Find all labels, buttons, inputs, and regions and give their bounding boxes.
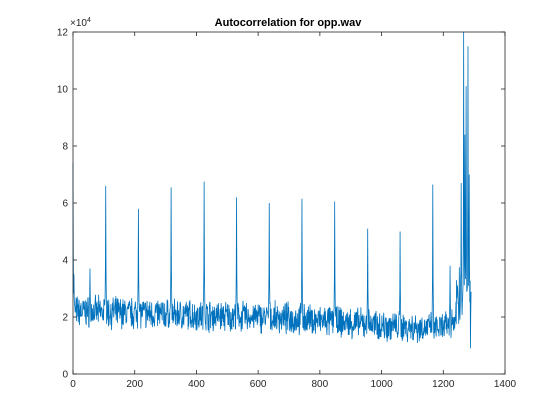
- y-tick-label: 12: [57, 28, 69, 39]
- x-tick-label: 600: [250, 379, 267, 390]
- y-tick-label: 0: [62, 370, 68, 381]
- chart-title: Autocorrelation for opp.wav: [215, 17, 363, 29]
- y-axis-exponent-power: 4: [87, 17, 91, 24]
- x-tick-label: 1000: [370, 379, 393, 390]
- x-tick-label: 1200: [432, 379, 455, 390]
- y-tick-label: 6: [62, 199, 68, 210]
- x-tick-label: 400: [188, 379, 205, 390]
- y-tick-label: 2: [62, 313, 68, 324]
- x-tick-label: 0: [70, 379, 76, 390]
- y-tick-label: 10: [57, 85, 69, 96]
- y-tick-label: 8: [62, 142, 68, 153]
- y-axis-exponent-base: ×10: [70, 18, 87, 29]
- x-tick-label: 1400: [494, 379, 517, 390]
- y-tick-label: 4: [62, 256, 68, 267]
- x-tick-label: 200: [126, 379, 143, 390]
- x-tick-label: 800: [312, 379, 329, 390]
